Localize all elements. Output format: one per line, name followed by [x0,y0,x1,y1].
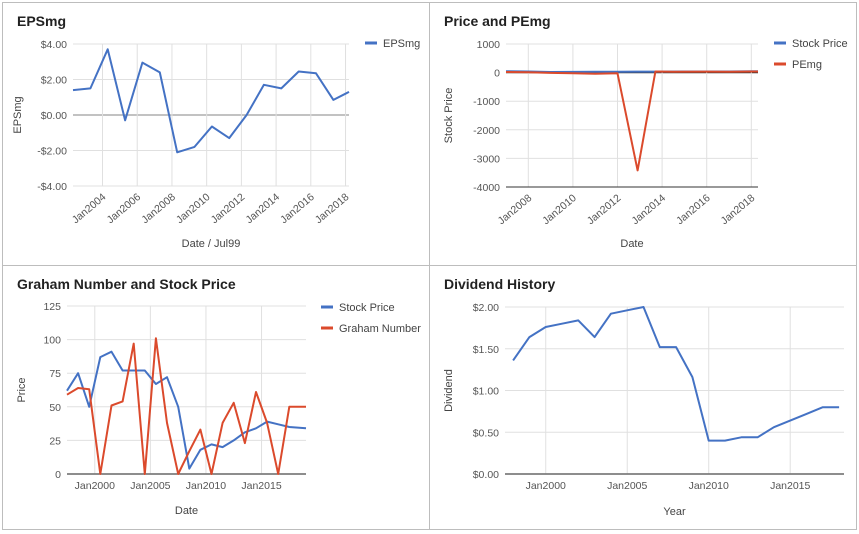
chart-title: Graham Number and Stock Price [17,276,236,292]
y-axis-title: EPSmg [12,96,24,133]
y-axis-title: Price [16,377,28,402]
legend-label: Stock Price [792,38,848,50]
x-tick-label: Jan2012 [209,191,248,226]
chart-title: Dividend History [444,276,556,292]
y-tick-label: 100 [43,335,61,347]
x-tick-label: Jan2004 [70,191,109,226]
x-tick-label: Jan2000 [75,480,115,492]
x-axis-title: Date [175,505,198,517]
legend-label: EPSmg [383,38,420,50]
x-tick-label: Jan2010 [689,480,729,492]
y-tick-label: 25 [49,435,61,447]
chart-panel-dividend-history: Dividend History $0.00 $0.50 $1.00 $1.50 $2.… [429,265,857,530]
legend-label: PEmg [792,59,822,71]
y-axis-title: Stock Price [443,88,455,144]
x-tick-label: Jan2010 [540,192,579,227]
series-line [66,337,306,475]
y-axis-title: Dividend [443,369,455,412]
x-tick-label: Jan2000 [526,480,566,492]
y-tick-label: -$2.00 [37,146,67,158]
x-axis-title: Year [663,506,686,518]
chart-title: Price and PEmg [444,13,551,29]
x-tick-label: Jan2008 [139,191,178,226]
chart-title: EPSmg [17,13,67,29]
x-tick-label: Jan2008 [496,192,535,227]
y-tick-label: $2.00 [41,75,67,87]
chart-panel-graham-number: Graham Number and Stock Price 0 25 50 75 100… [2,265,430,530]
x-tick-label: Jan2015 [770,480,810,492]
chart-panel-price-and-pemg: Price and PEmg -4000 -3000 -2000 -1000 0 1000… [429,2,857,266]
y-tick-label: 125 [43,301,61,313]
chart-panel-epsmg: EPSmg -$4.00 -$2.00 $0.00 $2.00 $4.00 Jan2004… [2,2,430,266]
x-tick-label: Jan2018 [313,191,352,226]
y-tick-label: $2.00 [473,302,499,314]
series-line [512,306,840,442]
y-tick-label: -2000 [473,125,500,137]
series-line [505,70,758,172]
y-tick-label: $0.50 [473,427,499,439]
x-tick-label: Jan2014 [243,191,282,226]
chart-svg-graham-number: 0 25 50 75 100 125 Jan2000 Jan2005 Jan2010 Jan201… [16,301,421,517]
y-tick-label: 1000 [477,39,501,51]
y-tick-label: $4.00 [41,39,67,51]
x-tick-label: Jan2010 [186,480,226,492]
x-tick-label: Jan2006 [105,191,144,226]
x-tick-label: Jan2015 [241,480,281,492]
y-tick-label: 0 [494,68,500,80]
y-tick-label: 0 [55,469,61,481]
x-tick-label: Jan2005 [130,480,170,492]
y-tick-label: 75 [49,368,61,380]
x-tick-label: Jan2010 [174,191,213,226]
y-tick-label: -4000 [473,182,500,194]
legend-label: Graham Number [339,323,421,335]
x-axis-title: Date / Jul99 [182,238,241,250]
y-tick-label: $0.00 [41,110,67,122]
chart-svg-dividend-history: $0.00 $0.50 $1.00 $1.50 $2.00 Jan2000 Jan2005 J… [443,302,844,518]
series-line [72,48,350,154]
y-tick-label: $1.50 [473,344,499,356]
y-tick-label: -3000 [473,153,500,165]
legend-label: Stock Price [339,302,395,314]
x-tick-label: Jan2014 [629,192,668,227]
x-tick-label: Jan2016 [278,191,317,226]
x-axis-title: Date [620,238,643,250]
y-tick-label: -$4.00 [37,181,67,193]
y-tick-label: $1.00 [473,386,499,398]
x-tick-label: Jan2012 [585,192,624,227]
x-tick-label: Jan2018 [719,192,758,227]
chart-svg-epsmg: -$4.00-$2.00$0.00$2.00$4.00Jan2004Jan200… [12,38,420,250]
y-tick-label: -1000 [473,96,500,108]
y-tick-label: 50 [49,402,61,414]
y-tick-label: $0.00 [473,469,499,481]
series-line [66,350,307,470]
x-tick-label: Jan2005 [607,480,647,492]
x-tick-label: Jan2016 [674,192,713,227]
